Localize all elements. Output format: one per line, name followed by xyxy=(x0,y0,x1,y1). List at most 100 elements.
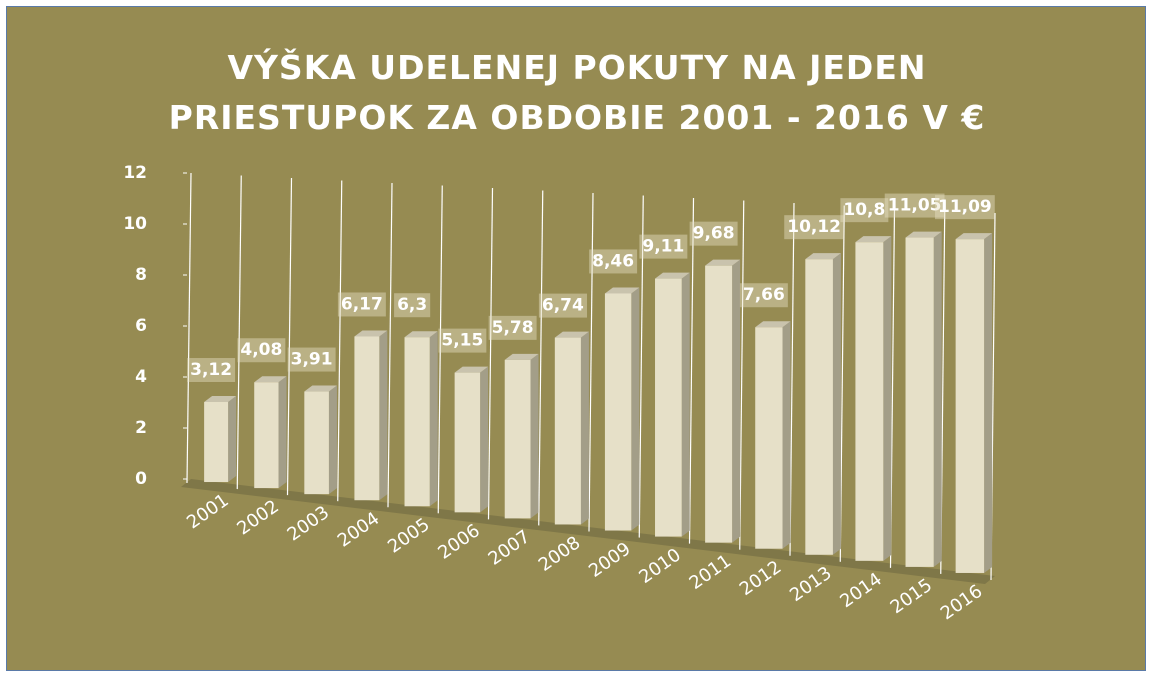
bar xyxy=(755,327,783,549)
data-label: 5,15 xyxy=(438,328,487,353)
data-label-text: 6,3 xyxy=(397,295,427,315)
bar-side xyxy=(681,272,690,537)
wall-line xyxy=(286,177,293,496)
data-label-text: 4,08 xyxy=(240,340,282,360)
y-tick-label: 12 xyxy=(123,163,147,183)
data-label-text: 11,05 xyxy=(888,196,942,216)
data-label-box xyxy=(589,249,638,274)
y-tick-label: 10 xyxy=(123,214,147,234)
bar-top xyxy=(504,353,539,360)
bar-side xyxy=(782,321,791,549)
bar-top xyxy=(755,321,791,328)
data-label-text: 5,15 xyxy=(441,331,483,351)
data-label-text: 6,17 xyxy=(341,294,383,314)
bar-top xyxy=(805,253,841,260)
wall-line xyxy=(387,182,393,508)
x-tick-label: 2006 xyxy=(434,520,484,563)
data-label: 9,11 xyxy=(639,234,688,259)
data-label-box xyxy=(337,292,386,317)
bar-side xyxy=(530,353,539,519)
x-tick-label: 2016 xyxy=(937,581,987,624)
wall-line xyxy=(437,185,443,514)
bar-top xyxy=(254,376,287,383)
wall-line xyxy=(739,200,745,550)
x-tick-label: 2009 xyxy=(585,538,635,581)
bar xyxy=(454,372,481,513)
data-label: 10,8 xyxy=(840,198,889,223)
data-label: 3,12 xyxy=(187,358,236,383)
data-label: 7,66 xyxy=(739,283,788,308)
data-label-box xyxy=(784,215,845,240)
data-label-box xyxy=(394,293,431,318)
bar-side xyxy=(984,233,993,573)
data-label: 6,74 xyxy=(538,293,588,318)
bar-side xyxy=(933,231,942,567)
data-label-text: 7,66 xyxy=(743,285,785,305)
data-label-text: 5,78 xyxy=(492,318,534,338)
bar xyxy=(905,237,934,567)
data-label-box xyxy=(287,347,336,372)
bar xyxy=(254,382,279,489)
bar xyxy=(404,337,430,507)
bar xyxy=(304,391,329,495)
x-tick-label: 2010 xyxy=(635,544,685,587)
bar-top xyxy=(655,272,690,279)
data-label: 11,05 xyxy=(884,193,945,218)
data-label-text: 6,74 xyxy=(542,296,584,316)
x-tick-label: 2004 xyxy=(334,508,384,551)
data-label-box xyxy=(488,315,537,340)
bar-top xyxy=(454,366,489,373)
data-label: 11,09 xyxy=(934,195,995,220)
wall-line xyxy=(186,172,192,484)
floor xyxy=(181,479,995,584)
data-label-box xyxy=(187,358,236,383)
data-label-box xyxy=(884,193,945,218)
data-label: 6,3 xyxy=(394,293,431,318)
data-label: 10,12 xyxy=(784,215,845,240)
bar-top xyxy=(905,231,942,238)
bar xyxy=(204,402,229,483)
wall-line xyxy=(688,197,695,544)
y-tick-label: 0 xyxy=(135,469,147,489)
y-tick-label: 4 xyxy=(135,367,147,387)
x-tick-label: 2012 xyxy=(736,557,786,600)
data-label-text: 8,46 xyxy=(592,251,634,271)
wall-line xyxy=(487,187,494,520)
data-label-box xyxy=(639,234,688,259)
wall-line xyxy=(588,192,594,532)
data-label-text: 3,91 xyxy=(291,350,333,370)
data-label-box xyxy=(538,293,588,318)
bar-side xyxy=(480,366,489,513)
bar xyxy=(604,293,632,531)
y-tick-label: 8 xyxy=(135,265,147,285)
bar-top xyxy=(354,330,388,337)
data-label-box xyxy=(934,195,995,220)
data-label-box xyxy=(840,198,889,223)
data-label: 3,91 xyxy=(287,347,336,372)
data-label: 6,17 xyxy=(337,292,386,317)
x-tick-label: 2015 xyxy=(887,575,937,618)
bar-side xyxy=(228,396,237,483)
data-label: 4,08 xyxy=(237,338,286,363)
chart: 0 2 4 6 8 10 12 3,12 2001 4,08 2002 3,91 2003 6,17 200… xyxy=(123,163,996,624)
bar xyxy=(955,239,985,573)
bar-side xyxy=(278,376,287,489)
bar-side xyxy=(580,331,589,525)
bar-top xyxy=(955,233,993,240)
bar-top xyxy=(705,259,741,266)
wall-line xyxy=(538,190,544,526)
bar xyxy=(855,242,884,561)
bar-side xyxy=(883,236,892,561)
bar xyxy=(655,278,682,537)
x-tick-label: 2014 xyxy=(836,569,886,612)
data-label-box xyxy=(689,221,738,246)
data-label-text: 10,8 xyxy=(843,200,885,220)
bar xyxy=(705,265,733,543)
data-label: 5,78 xyxy=(488,315,537,340)
bar-top xyxy=(304,385,337,392)
bar-side xyxy=(631,287,640,531)
wall-line xyxy=(236,175,242,490)
data-label-box xyxy=(739,283,788,308)
data-label-text: 9,68 xyxy=(693,224,735,244)
